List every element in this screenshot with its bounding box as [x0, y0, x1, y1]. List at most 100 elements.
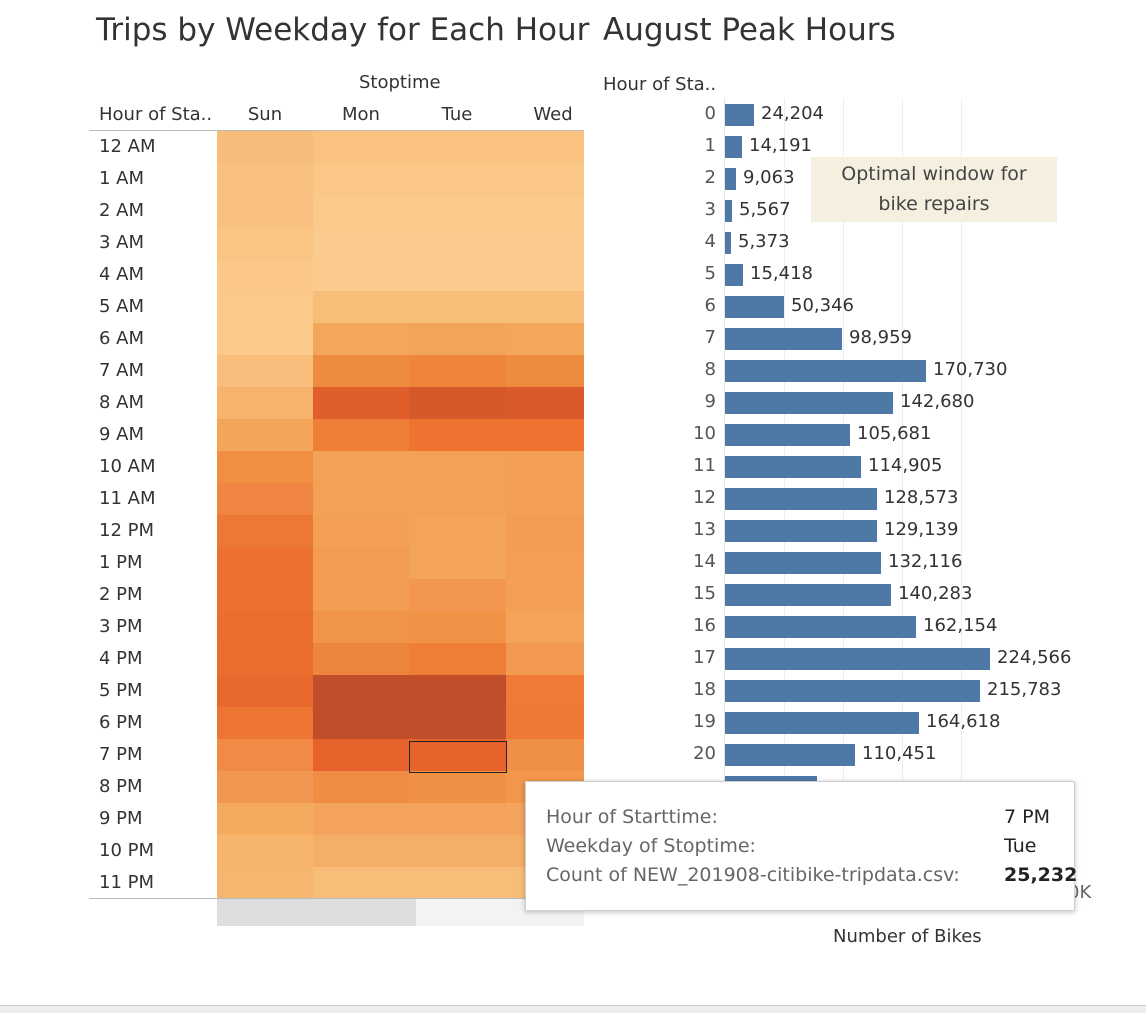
- heatmap-cell[interactable]: [409, 259, 506, 291]
- heatmap-cell[interactable]: [217, 515, 313, 547]
- heatmap-cell[interactable]: [217, 643, 313, 675]
- heatmap-cell[interactable]: [409, 707, 506, 739]
- heatmap-cell[interactable]: [313, 387, 409, 419]
- heatmap-cell[interactable]: [506, 579, 584, 611]
- heatmap-cell[interactable]: [409, 227, 506, 259]
- heatmap-cell[interactable]: [217, 451, 313, 483]
- heatmap-cell[interactable]: [506, 323, 584, 355]
- bar[interactable]: [725, 616, 916, 638]
- bar[interactable]: [725, 680, 980, 702]
- heatmap-cell[interactable]: [506, 291, 584, 323]
- heatmap-cell[interactable]: [506, 611, 584, 643]
- bar[interactable]: [725, 200, 732, 222]
- heatmap-cell[interactable]: [506, 131, 584, 163]
- bar[interactable]: [725, 104, 754, 126]
- bar[interactable]: [725, 456, 861, 478]
- heatmap-cell[interactable]: [409, 515, 506, 547]
- heatmap-cell[interactable]: [217, 483, 313, 515]
- heatmap-cell[interactable]: [409, 675, 506, 707]
- heatmap-cell[interactable]: [313, 515, 409, 547]
- heatmap-cell[interactable]: [217, 611, 313, 643]
- bar[interactable]: [725, 136, 742, 158]
- heatmap-cell[interactable]: [409, 451, 506, 483]
- heatmap-cell[interactable]: [506, 387, 584, 419]
- heatmap-cell[interactable]: [217, 323, 313, 355]
- heatmap-cell[interactable]: [313, 195, 409, 227]
- heatmap-cell[interactable]: [506, 419, 584, 451]
- bar[interactable]: [725, 168, 736, 190]
- heatmap-cell[interactable]: [313, 291, 409, 323]
- heatmap-cell[interactable]: [217, 195, 313, 227]
- heatmap-cell[interactable]: [217, 707, 313, 739]
- heatmap-cell[interactable]: [506, 355, 584, 387]
- heatmap-cell[interactable]: [217, 579, 313, 611]
- heatmap-cell[interactable]: [409, 611, 506, 643]
- heatmap-cell[interactable]: [409, 547, 506, 579]
- heatmap-cell[interactable]: [313, 547, 409, 579]
- heatmap-scrollbar-thumb[interactable]: [217, 899, 416, 926]
- bar[interactable]: [725, 232, 731, 254]
- heatmap-cell[interactable]: [409, 579, 506, 611]
- heatmap-cell[interactable]: [217, 355, 313, 387]
- bar[interactable]: [725, 296, 784, 318]
- heatmap-cell[interactable]: [313, 451, 409, 483]
- heatmap-cell[interactable]: [217, 835, 313, 867]
- heatmap-cell[interactable]: [409, 131, 506, 163]
- heatmap-cell[interactable]: [506, 451, 584, 483]
- bar[interactable]: [725, 744, 855, 766]
- heatmap-cell[interactable]: [313, 643, 409, 675]
- heatmap-cell[interactable]: [217, 867, 313, 899]
- heatmap-cell[interactable]: [409, 803, 506, 835]
- bottom-tab-strip[interactable]: [0, 1005, 1146, 1013]
- heatmap-cell[interactable]: [313, 131, 409, 163]
- annotation-box[interactable]: Optimal window for bike repairs: [811, 157, 1057, 222]
- bar[interactable]: [725, 328, 842, 350]
- heatmap-cell[interactable]: [313, 579, 409, 611]
- heatmap-cell[interactable]: [217, 675, 313, 707]
- bar[interactable]: [725, 584, 891, 606]
- heatmap-cell[interactable]: [313, 227, 409, 259]
- heatmap-cell[interactable]: [409, 867, 506, 899]
- heatmap-cell[interactable]: [217, 547, 313, 579]
- heatmap-cell[interactable]: [506, 163, 584, 195]
- heatmap-cell[interactable]: [409, 643, 506, 675]
- heatmap-cell[interactable]: [506, 515, 584, 547]
- bar[interactable]: [725, 648, 990, 670]
- heatmap-cell[interactable]: [217, 259, 313, 291]
- heatmap-cell[interactable]: [506, 643, 584, 675]
- heatmap-cell[interactable]: [313, 611, 409, 643]
- bar[interactable]: [725, 488, 877, 510]
- heatmap-cell[interactable]: [409, 419, 506, 451]
- heatmap-cell[interactable]: [506, 547, 584, 579]
- heatmap-cell[interactable]: [409, 195, 506, 227]
- heatmap-cell[interactable]: [506, 195, 584, 227]
- heatmap-cell[interactable]: [217, 803, 313, 835]
- heatmap-cell[interactable]: [409, 483, 506, 515]
- heatmap-cell[interactable]: [409, 163, 506, 195]
- heatmap-cell[interactable]: [217, 227, 313, 259]
- heatmap-cell[interactable]: [506, 483, 584, 515]
- heatmap-cell[interactable]: [506, 707, 584, 739]
- bar[interactable]: [725, 520, 877, 542]
- bar[interactable]: [725, 552, 881, 574]
- heatmap-cell[interactable]: [313, 675, 409, 707]
- heatmap-cell[interactable]: [409, 355, 506, 387]
- heatmap-cell[interactable]: [217, 739, 313, 771]
- heatmap-cell[interactable]: [313, 323, 409, 355]
- heatmap-cell[interactable]: [506, 675, 584, 707]
- bar[interactable]: [725, 424, 850, 446]
- heatmap-cell[interactable]: [313, 867, 409, 899]
- heatmap-cell[interactable]: [313, 419, 409, 451]
- heatmap-cell[interactable]: [506, 259, 584, 291]
- heatmap-cell[interactable]: [409, 835, 506, 867]
- bar[interactable]: [725, 712, 919, 734]
- heatmap-cell[interactable]: [313, 259, 409, 291]
- heatmap-cell[interactable]: [313, 771, 409, 803]
- bar[interactable]: [725, 392, 893, 414]
- bar[interactable]: [725, 360, 926, 382]
- heatmap-cell[interactable]: [217, 387, 313, 419]
- heatmap-cell[interactable]: [217, 291, 313, 323]
- heatmap-cell[interactable]: [217, 131, 313, 163]
- heatmap-cell[interactable]: [313, 835, 409, 867]
- heatmap-cell[interactable]: [313, 739, 409, 771]
